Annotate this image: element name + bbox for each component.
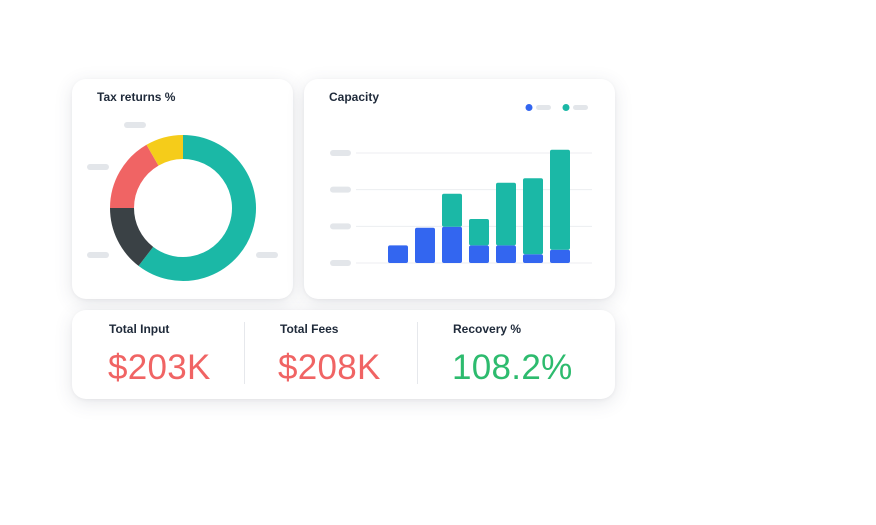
capacity-bar-chart — [330, 104, 592, 266]
tick-label-placeholder — [330, 260, 351, 266]
stat-label: Total Fees — [280, 322, 339, 336]
stat-value: 108.2% — [452, 348, 573, 387]
bar-blue-1 — [388, 245, 408, 263]
bar-teal-6 — [523, 178, 543, 255]
placeholder-label — [87, 252, 109, 258]
donut-slice-dark — [110, 207, 154, 266]
tax-returns-donut-chart — [87, 122, 278, 281]
stat-total-input: Total Input $203K — [72, 310, 244, 399]
placeholder-label — [256, 252, 278, 258]
bar-blue-2 — [415, 227, 435, 263]
bar-blue-7 — [550, 249, 570, 263]
stat-divider — [417, 322, 418, 384]
bar-teal-4 — [469, 219, 489, 246]
stat-divider — [244, 322, 245, 384]
stat-recovery: Recovery % 108.2% — [418, 310, 615, 399]
stat-value: $208K — [278, 348, 381, 387]
stat-value: $203K — [108, 348, 211, 387]
stat-total-fees: Total Fees $208K — [245, 310, 417, 399]
donut-slice-yellow — [146, 135, 184, 166]
placeholder-label — [124, 122, 146, 128]
bar-blue-6 — [523, 254, 543, 263]
bar-teal-7 — [550, 149, 570, 250]
bar-teal-5 — [496, 182, 516, 246]
tax-returns-title: Tax returns % — [97, 90, 176, 104]
placeholder-label — [87, 164, 109, 170]
legend-label-placeholder — [573, 105, 588, 110]
legend-label-placeholder — [536, 105, 551, 110]
capacity-card: Capacity — [304, 79, 615, 299]
capacity-title: Capacity — [329, 90, 380, 104]
tax-returns-card: Tax returns % — [72, 79, 293, 299]
bar-teal-3 — [442, 193, 462, 227]
donut-slice-teal — [138, 135, 256, 281]
stats-card: Total Input $203K Total Fees $208K Recov… — [72, 310, 615, 399]
bar-blue-4 — [469, 245, 489, 263]
stat-label: Total Input — [109, 322, 170, 336]
tick-label-placeholder — [330, 150, 351, 156]
bar-blue-5 — [496, 245, 516, 263]
bar-blue-3 — [442, 226, 462, 263]
legend-dot-blue — [525, 104, 533, 111]
stat-label: Recovery % — [453, 322, 522, 336]
donut-slice-red — [110, 144, 159, 209]
tick-label-placeholder — [330, 223, 351, 230]
tick-label-placeholder — [330, 186, 351, 193]
legend-dot-teal — [562, 104, 570, 111]
